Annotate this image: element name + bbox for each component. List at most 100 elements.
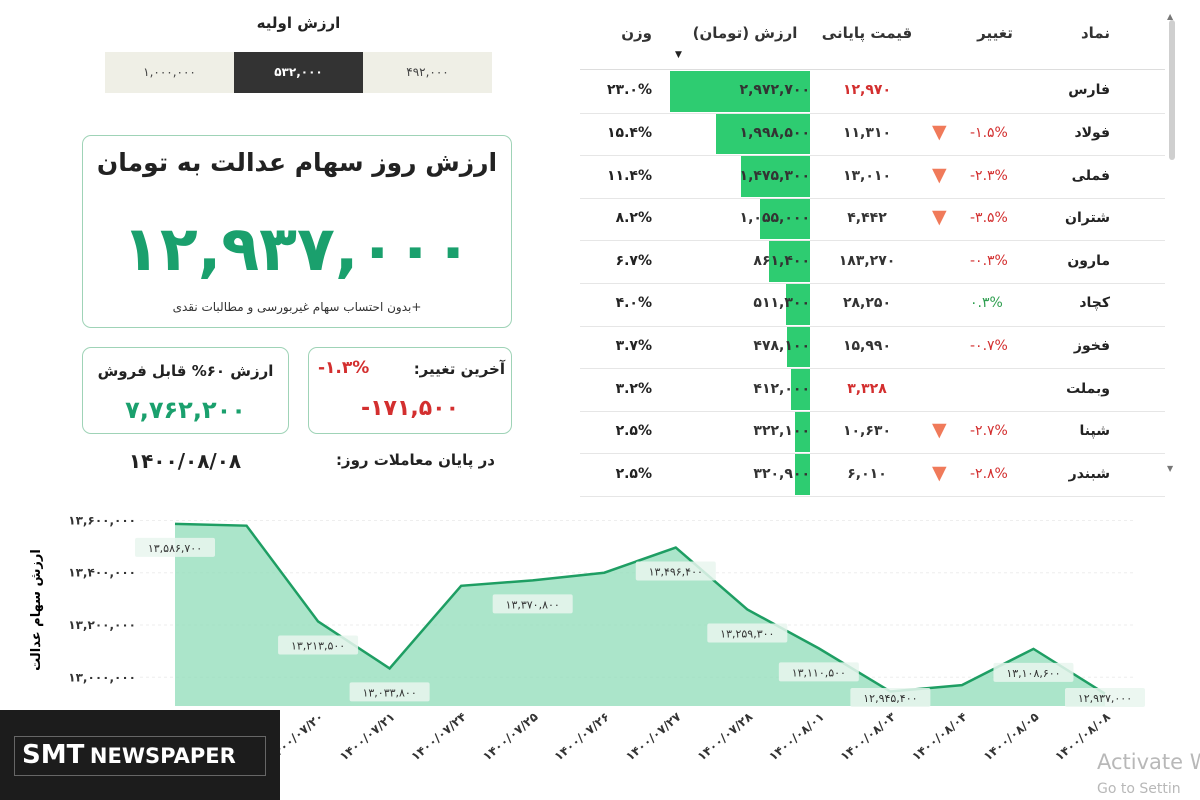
value-label: ۱۳,۱۱۰,۵۰۰ [792, 666, 846, 679]
value: ۳۲۲,۱۰۰ [753, 423, 810, 440]
date-label: در پایان معاملات روز: [335, 451, 495, 469]
value-bar [790, 369, 810, 410]
price: ۴,۴۴۲ [847, 210, 887, 227]
trend-arrow: ▼ [932, 206, 947, 229]
sort-indicator: ▼ [675, 50, 682, 60]
watermark-text: NEWSPAPER [89, 744, 236, 768]
y-tick-label: ۱۳,۲۰۰,۰۰۰ [68, 618, 136, 632]
weight: ۶.۷% [615, 252, 652, 269]
y-axis-label: ارزش سهام عدالت [29, 549, 44, 671]
value-label-box [278, 635, 359, 655]
value-label-box [492, 594, 573, 614]
value-label-box [135, 537, 215, 557]
value: ۳۲۰,۹۰۰ [753, 465, 810, 482]
value-bar [760, 198, 810, 240]
last-change-amount: -۱۷۱,۵۰۰ [360, 396, 460, 421]
column-header: قیمت پایانی [821, 24, 913, 42]
symbol: شبندر [1068, 465, 1110, 482]
trend-arrow: ▼ [932, 163, 947, 186]
value-label: ۱۳,۳۷۰,۸۰۰ [506, 598, 560, 611]
value-bar [715, 113, 810, 155]
y-tick-label: ۱۳,۴۰۰,۰۰۰ [68, 566, 136, 580]
price: ۱۰,۶۳۰ [842, 423, 892, 440]
value-bar [794, 411, 810, 453]
row-rule [580, 197, 1165, 199]
row-rule [580, 496, 1165, 497]
row-rule [580, 155, 1165, 157]
weight: ۲.۵% [615, 465, 652, 482]
row-rule [580, 325, 1165, 327]
summary-note: +بدون احتساب سهام غیربورسی و مطالبات نقد… [172, 300, 422, 314]
column-header: نماد [1080, 24, 1110, 42]
change: -۲.۷% [970, 423, 1008, 440]
option-button[interactable]: ۴۹۲,۰۰۰ [363, 52, 492, 93]
sellable-value: ۷,۷۶۲,۲۰۰ [125, 396, 246, 424]
header-rule [580, 69, 1165, 70]
value-label-box [707, 623, 788, 643]
weight: ۴.۰% [615, 295, 652, 312]
change: ۰.۳% [970, 295, 1003, 312]
value-bar [787, 326, 810, 368]
row-rule [580, 112, 1165, 114]
x-tick-label: ۱۴۰۰/۰۷/۲۶ [552, 710, 613, 764]
weight: ۱۱.۴% [607, 167, 652, 184]
value-label-box [1065, 688, 1145, 707]
system-notice: Activate W [1097, 750, 1200, 774]
symbol: مارون [1067, 252, 1110, 269]
initial-value-title: ارزش اولیه [256, 14, 341, 32]
value: ۴۱۲,۰۰۰ [753, 380, 810, 397]
value: ۵۱۱,۳۰۰ [753, 295, 810, 312]
price: ۳,۳۲۸ [847, 380, 887, 397]
trend-arrow: ▼ [932, 419, 947, 442]
option-button[interactable]: ۱,۰۰۰,۰۰۰ [105, 52, 234, 93]
value-bar [670, 71, 810, 112]
value-label-box [635, 561, 716, 581]
value-label: ۱۲,۹۳۷,۰۰۰ [1078, 692, 1132, 705]
price: ۱۱,۳۱۰ [842, 124, 892, 141]
date-value: ۱۴۰۰/۰۸/۰۸ [128, 449, 242, 473]
row-rule [580, 410, 1165, 412]
value-bar [769, 241, 810, 282]
symbol: شپنا [1079, 423, 1110, 440]
weight: ۸.۲% [615, 210, 652, 227]
area [175, 523, 1105, 706]
price: ۱۲,۹۷۰ [842, 82, 892, 99]
column-header[interactable]: ارزش (تومان) [692, 24, 798, 42]
value-bar [794, 454, 810, 495]
value: ۴۷۸,۱۰۰ [753, 337, 810, 354]
symbol: شتران [1065, 210, 1110, 227]
symbol: وبملت [1066, 380, 1110, 397]
change: -۲.۸% [970, 465, 1008, 482]
symbol: فخوز [1073, 337, 1110, 354]
value-label-box [349, 682, 430, 702]
x-tick-label: ۱۴۰۰/۰۷/۲۵ [480, 710, 541, 764]
watermark: SMT NEWSPAPER [0, 710, 280, 800]
value-label-box [850, 688, 931, 707]
x-tick-label: ۱۴۰۰/۰۷/۲۴ [408, 710, 469, 764]
last-change-card [308, 347, 512, 434]
symbol: کچاد [1079, 295, 1110, 312]
sellable-card [82, 347, 289, 434]
table: نماد تغییر قیمت پایانی ارزش (تومان) وزن ▼ فارس… [580, 0, 1165, 497]
summary-value: ۱۲,۹۳۷,۰۰۰ [122, 212, 472, 285]
row-rule [580, 368, 1165, 370]
system-notice-sub: Go to Settin [1097, 781, 1181, 797]
last-change-percent: -۱.۳% [318, 358, 370, 378]
value: ۸۶۱,۴۰۰ [753, 252, 810, 269]
value-label: ۱۲,۹۴۵,۴۰۰ [863, 692, 917, 705]
price: ۱۸۳,۲۷۰ [838, 252, 896, 269]
value-bar [740, 156, 810, 197]
weight: ۳.۷% [615, 337, 652, 354]
symbol: فولاد [1074, 124, 1110, 141]
value-label: ۱۳,۴۹۶,۴۰۰ [649, 566, 703, 579]
change: -۱.۵% [970, 124, 1008, 141]
value-label: ۱۳,۱۰۸,۶۰۰ [1006, 667, 1060, 680]
trend-arrow: ▼ [932, 461, 947, 484]
scrollbar[interactable]: ▲ ▼ [1167, 12, 1175, 473]
x-tick-label: ۱۴۰۰/۰۷/۲۱ [337, 710, 398, 764]
option-button[interactable]: ۵۳۲,۰۰۰ [234, 52, 363, 93]
column-header: وزن [621, 24, 652, 42]
summary-card [82, 135, 512, 328]
trend-arrow: ▼ [932, 120, 947, 143]
